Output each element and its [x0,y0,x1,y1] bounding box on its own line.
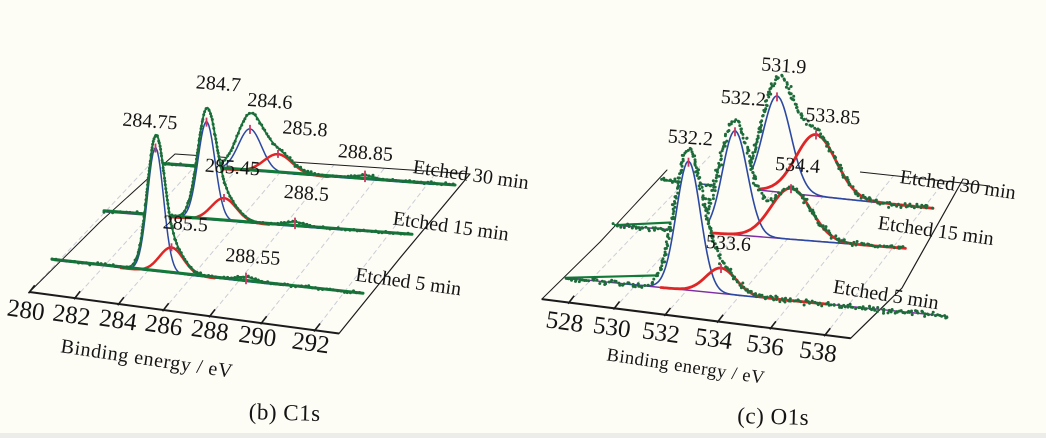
svg-text:532: 532 [640,317,681,349]
svg-text:284.7: 284.7 [195,71,241,96]
svg-text:531.9: 531.9 [761,53,807,78]
svg-text:532.2: 532.2 [720,86,766,111]
svg-text:285.8: 285.8 [282,116,328,141]
svg-text:530: 530 [591,312,632,344]
svg-text:(c) O1s: (c) O1s [737,403,809,430]
svg-text:536: 536 [745,330,786,362]
svg-text:534: 534 [693,323,734,355]
svg-text:288: 288 [189,315,230,347]
svg-text:286: 286 [143,310,184,342]
svg-text:282: 282 [51,300,92,332]
svg-text:284: 284 [98,305,139,337]
svg-text:532.2: 532.2 [667,125,713,150]
svg-text:288.5: 288.5 [283,181,329,206]
svg-text:284.75: 284.75 [122,109,178,135]
svg-text:285.5: 285.5 [162,211,208,236]
svg-text:533.6: 533.6 [705,231,751,256]
svg-text:292: 292 [290,327,331,359]
svg-text:288.55: 288.55 [225,244,281,270]
svg-text:290: 290 [237,321,278,353]
svg-text:533.85: 533.85 [805,104,861,130]
svg-text:285.45: 285.45 [204,155,260,181]
svg-text:284.6: 284.6 [247,89,293,114]
svg-text:288.85: 288.85 [337,140,393,166]
svg-text:534.4: 534.4 [774,153,820,178]
svg-text:(b) C1s: (b) C1s [248,399,321,426]
svg-text:538: 538 [798,336,839,368]
svg-text:280: 280 [5,295,46,327]
svg-text:528: 528 [544,306,585,338]
